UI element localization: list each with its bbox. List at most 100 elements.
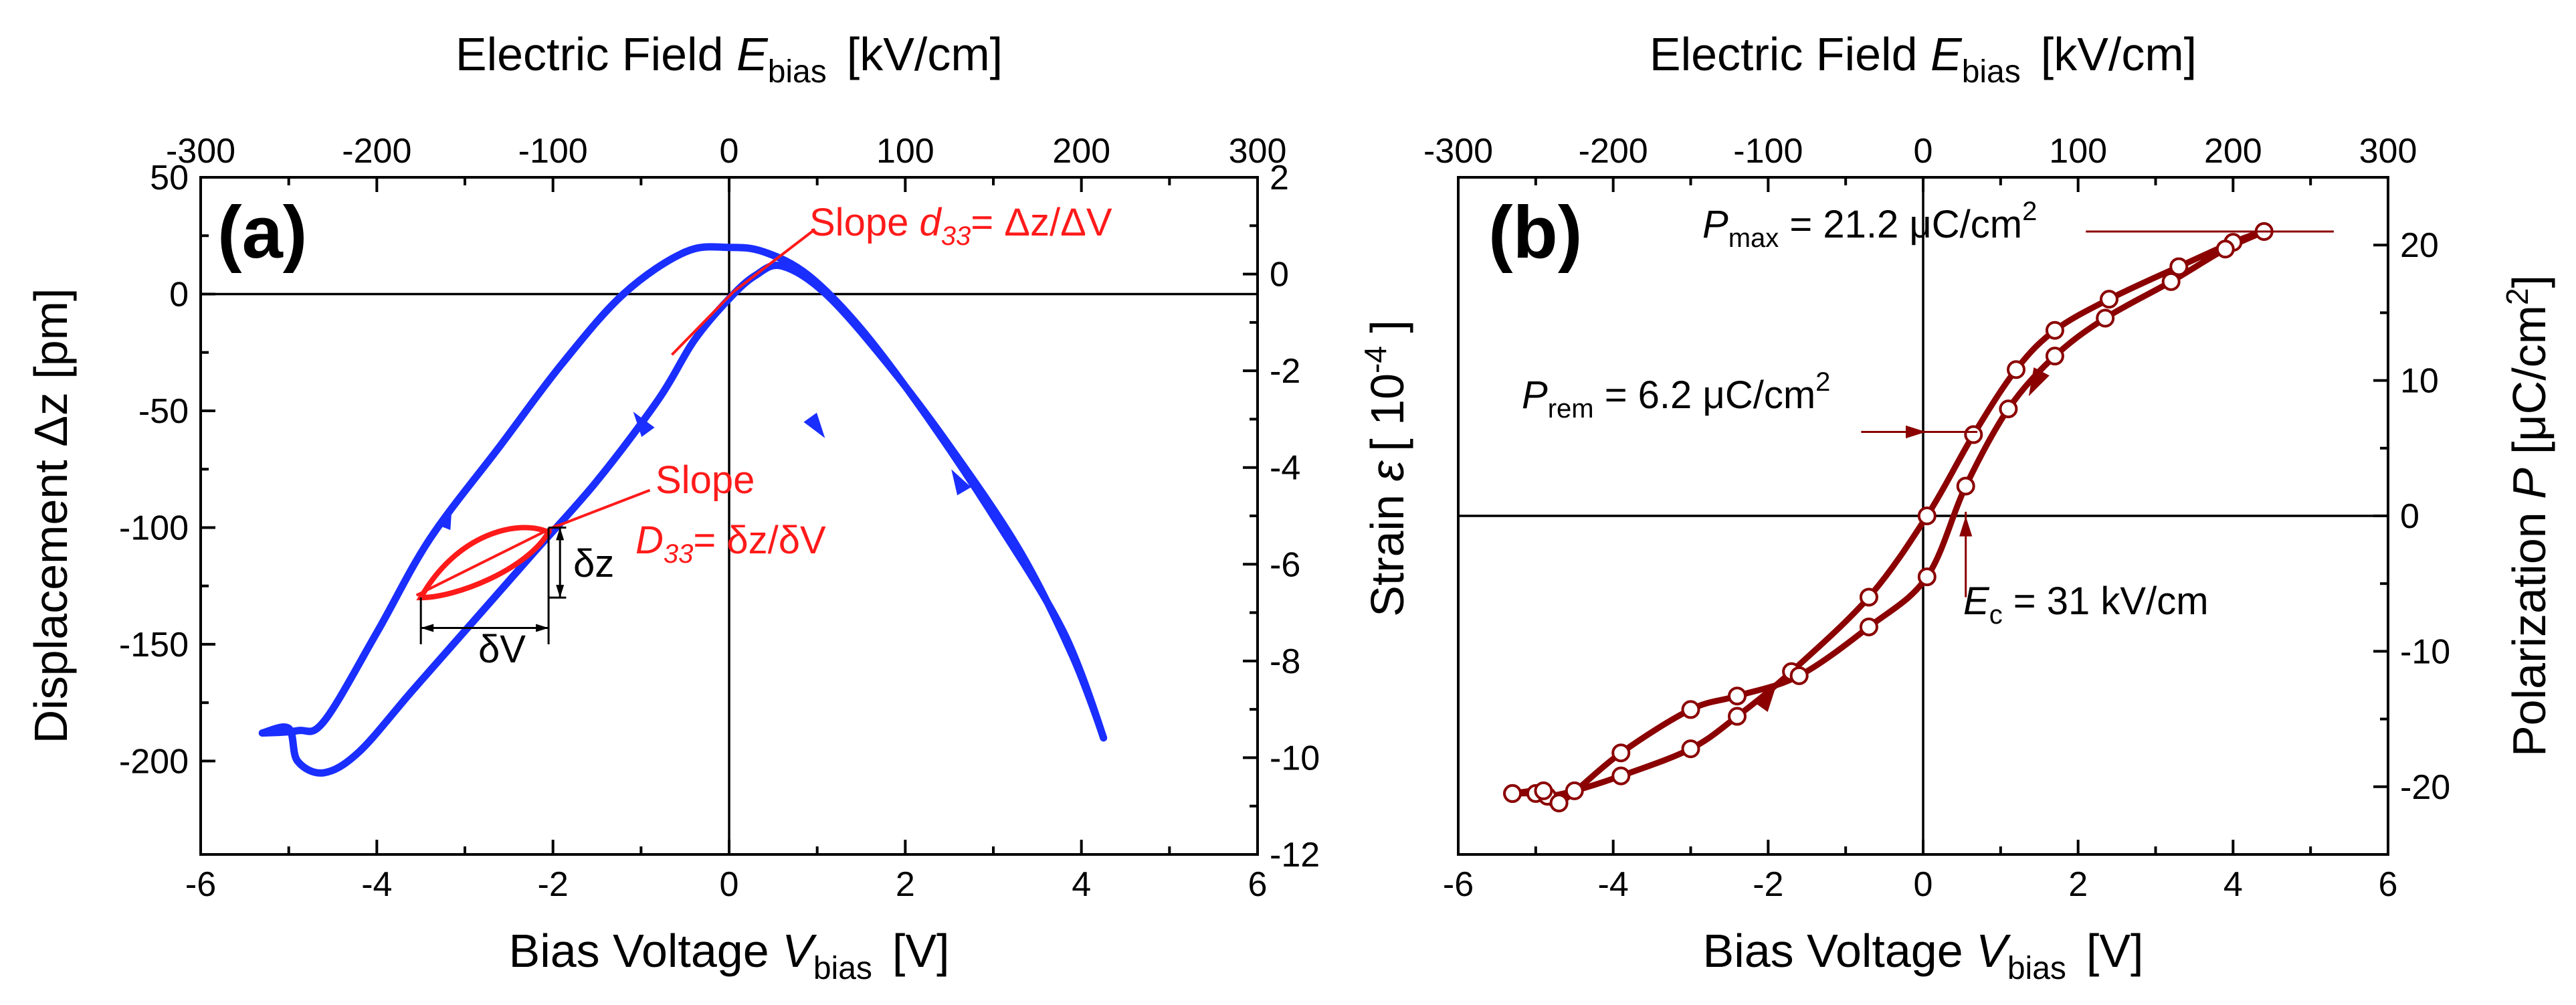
y-tick-label: 50 xyxy=(150,159,189,197)
data-point xyxy=(2045,347,2064,366)
data-point xyxy=(1964,425,1983,444)
data-point xyxy=(1859,587,1878,607)
x-tick-label: -2 xyxy=(1753,865,1783,904)
x-tick-label: 0 xyxy=(1914,865,1933,904)
panel-b-ticks: -6 -4 -2 0 2 4 6-300 -200 -100 0 100 200 30020100-10… xyxy=(1423,132,2450,904)
panel-a-displacement-curve xyxy=(258,243,1108,777)
d33-leader-line xyxy=(732,230,814,293)
data-point xyxy=(1728,687,1747,706)
data-point xyxy=(2215,240,2235,259)
x-tick-label: 2 xyxy=(2068,865,2088,904)
data-point xyxy=(2169,257,2189,276)
delta-dimension-markers xyxy=(419,526,567,644)
direction-arrow xyxy=(951,469,971,496)
data-point xyxy=(2100,290,2118,309)
slope-D33-label: D33= δz/δV xyxy=(635,519,826,569)
x2-tick-label: 300 xyxy=(1229,132,1287,171)
panel-a-ticks: -6 -4 -2 0 2 4 6-300 -200 -100 0 100 200 300500-50-1… xyxy=(119,132,1320,904)
y-tick-label: -200 xyxy=(119,742,189,781)
delta-V-label: δV xyxy=(478,628,526,671)
panel-a-small-signal-loop xyxy=(415,230,814,644)
delta-z-arrow-top xyxy=(556,527,565,541)
x-tick-label: 0 xyxy=(720,865,739,904)
slope-D33-label-line1: Slope xyxy=(656,458,755,502)
y2-tick-label: 10 xyxy=(2400,362,2439,401)
panel-b-data-points xyxy=(1503,221,2274,813)
D33-leader-line xyxy=(552,488,651,529)
ec-arrow xyxy=(1959,511,1973,598)
panel-b-label: (b) xyxy=(1488,191,1582,274)
delta-v-arrow-left xyxy=(421,624,434,632)
y2-tick-label: -4 xyxy=(1270,449,1300,488)
panel-a-x-axis-title: Bias Voltage Vbias [V] xyxy=(509,925,950,986)
x2-tick-label: 0 xyxy=(1914,132,1933,171)
x2-tick-label: -100 xyxy=(1733,132,1803,171)
panel-a-right-axis-title: Strain ε[ 10-4 ] xyxy=(1358,320,1413,617)
direction-arrow xyxy=(803,412,825,438)
direction-arrow xyxy=(435,503,452,531)
x2-tick-label: -200 xyxy=(1579,132,1648,171)
x2-tick-label: 200 xyxy=(2204,132,2262,171)
x2-tick-label: 200 xyxy=(1052,132,1110,171)
y2-tick-label: -20 xyxy=(2400,768,2450,807)
prem-arrow xyxy=(1861,425,1978,439)
y-tick-label: 0 xyxy=(169,275,189,314)
ec-label: Ec = 31 kV/cm xyxy=(1963,579,2209,630)
data-point xyxy=(1549,794,1569,813)
data-point xyxy=(1917,507,1937,525)
prem-arrow-head xyxy=(1906,425,1926,439)
data-point xyxy=(1611,743,1631,763)
x2-tick-label: 0 xyxy=(720,132,739,171)
data-point xyxy=(1789,666,1809,685)
panel-b-top-axis-title: Electric Field Ebias [kV/cm] xyxy=(1650,28,2197,90)
y2-tick-label: -10 xyxy=(2400,632,2450,671)
panel-b-direction-arrows xyxy=(1753,367,2050,712)
x2-tick-label: -300 xyxy=(166,132,235,171)
x-tick-label: 2 xyxy=(896,865,915,904)
x2-tick-label: -300 xyxy=(1423,132,1493,171)
x-tick-label: -4 xyxy=(361,865,392,904)
y2-tick-label: 0 xyxy=(1270,256,1289,294)
y2-tick-label: -8 xyxy=(1270,642,1300,681)
x2-tick-label: 300 xyxy=(2359,132,2417,171)
data-point xyxy=(1534,781,1553,800)
y2-tick-label: -12 xyxy=(1270,836,1320,875)
x-tick-label: -6 xyxy=(185,865,216,904)
data-point xyxy=(2045,321,2064,340)
y2-tick-label: 2 xyxy=(1270,159,1289,197)
x2-tick-label: 100 xyxy=(876,132,934,171)
delta-z-arrow-bottom xyxy=(556,585,565,598)
direction-arrow xyxy=(1753,684,1777,712)
panel-a-direction-arrows xyxy=(435,412,971,531)
x-tick-label: 4 xyxy=(1072,865,1091,904)
panel-b-x-axis-title: Bias Voltage Vbias [V] xyxy=(1703,925,2144,986)
direction-arrow xyxy=(2028,367,2050,397)
data-point xyxy=(1999,399,2018,419)
x-tick-label: -4 xyxy=(1598,865,1629,904)
y-tick-label: -50 xyxy=(138,392,189,431)
x2-tick-label: -100 xyxy=(518,132,588,171)
x-tick-label: -6 xyxy=(1443,865,1474,904)
panel-a-label: (a) xyxy=(217,191,307,274)
y-tick-label: -150 xyxy=(119,626,189,664)
x-tick-label: -2 xyxy=(538,865,569,904)
data-point xyxy=(1503,784,1522,803)
y2-tick-label: 0 xyxy=(2400,497,2419,536)
y2-tick-label: -10 xyxy=(1270,739,1320,778)
data-point xyxy=(1859,617,1878,636)
data-point xyxy=(1681,700,1700,719)
x-tick-label: 4 xyxy=(2223,865,2243,904)
pmax-label: Pmax = 21.2 μC/cm2 xyxy=(1702,197,2037,253)
panel-a: -6 -4 -2 0 2 4 6-300 -200 -100 0 100 200 300500-50-1… xyxy=(25,28,1413,986)
x2-tick-label: -200 xyxy=(342,132,411,171)
panel-b-right-axis-title: Polarization P[μC/cm2] xyxy=(2500,275,2555,757)
d33-slope-line xyxy=(670,290,735,356)
panel-a-y-axis-title: Displacement Δz [pm] xyxy=(25,288,77,744)
data-point xyxy=(1681,739,1700,759)
prem-label: Prem = 6.2 μC/cm2 xyxy=(1522,367,1830,424)
y-tick-label: -100 xyxy=(119,509,189,547)
ec-arrow-head xyxy=(1959,516,1973,537)
data-point xyxy=(1611,766,1631,786)
data-point xyxy=(2161,272,2181,291)
